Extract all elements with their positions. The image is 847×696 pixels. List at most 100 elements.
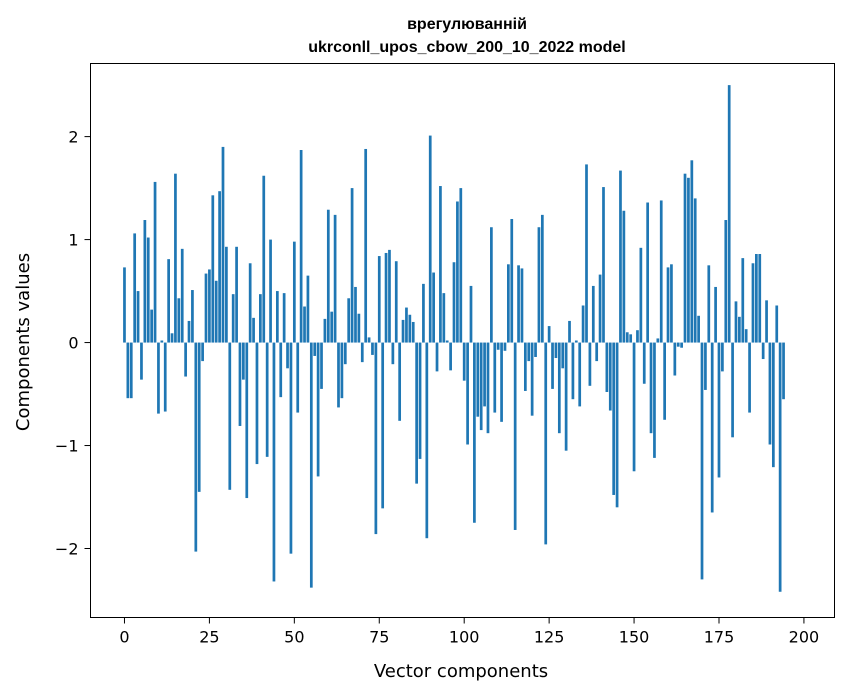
bar-120 (530, 342, 534, 416)
bar-93 (439, 186, 442, 343)
bar-182 (741, 258, 745, 343)
bar-157 (656, 338, 660, 343)
bar-10 (157, 342, 160, 414)
bar-123 (540, 214, 544, 343)
bar-27 (214, 280, 218, 343)
bar-14 (170, 333, 174, 343)
bar-55 (309, 342, 313, 588)
bar-37 (248, 263, 252, 343)
bar-131 (568, 320, 571, 343)
bar-74 (374, 342, 378, 535)
bar-122 (537, 227, 541, 343)
bar-135 (581, 305, 585, 343)
bar-167 (690, 160, 694, 343)
y-tick-label: −2 (55, 540, 79, 559)
bar-41 (262, 175, 266, 343)
bar-181 (738, 316, 741, 343)
bar-183 (744, 329, 748, 343)
bar-62 (333, 214, 337, 343)
bar-193 (778, 342, 782, 592)
y-tick-label: −1 (55, 437, 79, 456)
bar-142 (605, 342, 609, 392)
bar-83 (405, 307, 408, 343)
bar-79 (391, 342, 395, 365)
x-tick-label: 175 (704, 628, 735, 647)
bar-69 (357, 313, 361, 343)
bar-163 (676, 342, 680, 347)
y-tick-label: 0 (68, 334, 78, 353)
bar-36 (245, 342, 249, 499)
bar-88 (422, 283, 425, 343)
bar-20 (191, 290, 194, 343)
x-axis-label: Vector components (374, 661, 548, 682)
bar-18 (184, 342, 187, 377)
bar-48 (286, 342, 289, 369)
bar-77 (384, 252, 388, 343)
bar-177 (724, 220, 728, 343)
bar-173 (710, 342, 714, 513)
bar-92 (435, 342, 439, 372)
bar-65 (343, 342, 347, 365)
bar-85 (411, 321, 415, 343)
bar-140 (598, 274, 602, 343)
bar-191 (771, 342, 775, 468)
bar-67 (350, 188, 354, 343)
bar-89 (425, 342, 429, 539)
bar-119 (527, 342, 531, 362)
bar-19 (187, 320, 191, 343)
bar-2 (129, 342, 133, 399)
bar-5 (140, 342, 143, 380)
bars-group (123, 85, 785, 592)
bar-43 (269, 239, 272, 343)
bar-61 (330, 311, 334, 343)
bar-3 (133, 233, 137, 343)
bar-187 (758, 254, 762, 343)
bar-34 (238, 342, 242, 426)
bar-178 (727, 85, 731, 343)
bar-155 (649, 342, 653, 434)
bar-0 (123, 267, 126, 343)
bar-137 (588, 342, 592, 386)
bar-38 (252, 317, 255, 343)
y-axis-label: Components values (13, 253, 34, 431)
bar-159 (663, 342, 666, 420)
bar-13 (167, 259, 170, 343)
bar-64 (340, 342, 344, 399)
bar-15 (174, 173, 177, 343)
bar-190 (768, 342, 772, 445)
bar-6 (143, 220, 147, 343)
bar-149 (629, 334, 633, 343)
bar-171 (704, 342, 707, 390)
bar-56 (313, 342, 317, 356)
bar-70 (360, 342, 364, 363)
bar-160 (666, 267, 670, 343)
bar-151 (636, 330, 639, 343)
bar-161 (670, 264, 673, 343)
bar-110 (496, 342, 500, 350)
bar-8 (150, 309, 154, 343)
bar-118 (523, 342, 527, 391)
bar-174 (714, 286, 717, 343)
bar-121 (534, 342, 537, 357)
bar-114 (510, 218, 514, 343)
bar-68 (354, 286, 357, 343)
bar-175 (717, 342, 721, 478)
bar-144 (612, 342, 616, 495)
y-tick-label: 2 (68, 128, 78, 147)
bar-107 (486, 342, 490, 434)
bar-162 (673, 342, 677, 376)
bar-90 (428, 135, 432, 343)
bar-170 (700, 342, 704, 580)
bar-150 (632, 342, 636, 472)
bar-139 (595, 342, 599, 362)
bar-63 (337, 342, 340, 408)
x-tick-label: 50 (284, 628, 304, 647)
chart-title-line-2: ukrconll_upos_cbow_200_10_2022 model (308, 39, 625, 56)
bar-82 (401, 319, 405, 343)
bar-102 (469, 285, 473, 343)
bar-32 (231, 294, 235, 343)
chart-title-line-1: врегулюванній (407, 16, 527, 33)
bar-192 (775, 305, 779, 343)
bar-39 (255, 342, 259, 465)
bar-96 (449, 342, 452, 371)
